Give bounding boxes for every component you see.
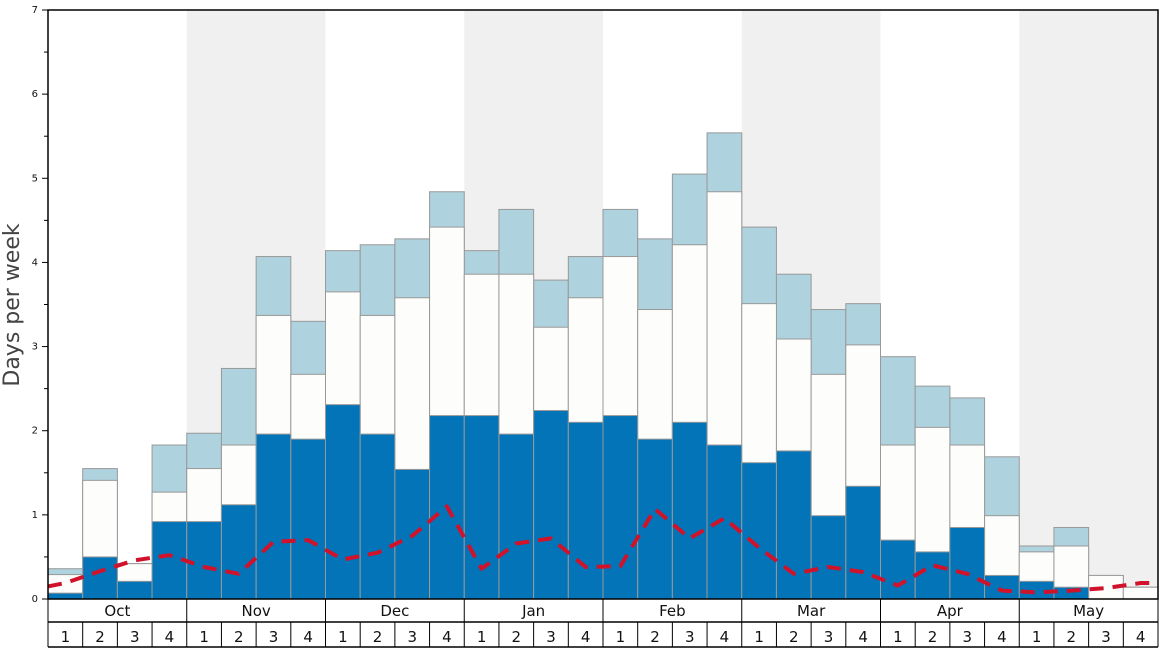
week-label: 3: [962, 628, 972, 646]
week-label: 2: [234, 628, 244, 646]
week-label: 1: [1032, 628, 1042, 646]
bar-low: [463, 415, 500, 600]
bar-low: [949, 526, 986, 600]
month-label: Nov: [241, 602, 270, 620]
week-label: 2: [789, 628, 799, 646]
bar-low: [637, 438, 673, 600]
x-axis: Oct Nov Dec Jan Feb Mar Apr May 1 2 3 4 1 2 3 4 1 2 3 4 1 2 3 4…: [47, 599, 1159, 648]
month-label: Mar: [797, 602, 826, 620]
week-label: 4: [1136, 628, 1146, 646]
week-label: 2: [95, 628, 105, 646]
week-label: 3: [407, 628, 417, 646]
bar-low: [533, 410, 569, 600]
week-label: 3: [269, 628, 279, 646]
week-label: 1: [477, 628, 487, 646]
bar-low: [880, 539, 916, 600]
week-label: 1: [338, 628, 348, 646]
bar-low: [845, 485, 881, 600]
week-label: 3: [546, 628, 556, 646]
week-label: 1: [61, 628, 71, 646]
bar-low: [47, 592, 84, 600]
bar-low: [290, 438, 326, 600]
bar-low: [255, 433, 292, 600]
y-tick-label: 5: [32, 173, 38, 184]
bar-low: [116, 580, 153, 600]
bar-low: [810, 515, 847, 600]
y-tick-label: 3: [32, 342, 38, 353]
bar-low: [984, 574, 1020, 600]
month-label: Oct: [104, 602, 130, 620]
bar-low: [706, 444, 743, 600]
trend-line-group: [47, 504, 1158, 595]
month-label: May: [1073, 602, 1104, 620]
week-label: 2: [373, 628, 383, 646]
month-label: Jan: [521, 602, 545, 620]
bar-low: [186, 521, 222, 600]
month-label: Feb: [659, 602, 686, 620]
plot-frame: [47, 9, 1159, 600]
bar-low: [325, 404, 361, 600]
week-label: 4: [720, 628, 730, 646]
week-label: 4: [303, 628, 313, 646]
month-band: [1019, 10, 1158, 599]
bar-low: [498, 433, 535, 600]
bar-low: [671, 421, 708, 600]
bar-low: [914, 551, 951, 600]
bar-stack-group: [47, 132, 1159, 600]
week-label: 4: [997, 628, 1007, 646]
y-tick-label: 4: [32, 257, 38, 268]
week-label: 2: [650, 628, 660, 646]
week-label: 2: [512, 628, 522, 646]
bar-low: [82, 556, 118, 600]
bar-low: [741, 462, 777, 600]
week-label: 4: [581, 628, 591, 646]
week-label: 1: [754, 628, 764, 646]
month-label: Dec: [380, 602, 409, 620]
week-label: 2: [928, 628, 938, 646]
bar-low: [775, 450, 812, 600]
bar-low: [359, 433, 396, 600]
y-axis-label: Days per week: [0, 223, 25, 386]
week-label: 4: [858, 628, 868, 646]
week-label: 4: [442, 628, 452, 646]
bar-low: [220, 504, 257, 600]
week-label: 3: [685, 628, 695, 646]
y-tick-label: 6: [32, 89, 38, 100]
y-axis: 0 1 2 3 4 5 6 7: [32, 5, 48, 605]
month-label: Apr: [937, 602, 964, 620]
week-label: 3: [130, 628, 140, 646]
week-label: 3: [1101, 628, 1111, 646]
week-label: 2: [1067, 628, 1077, 646]
y-tick-label: 0: [32, 594, 38, 605]
y-tick-label: 2: [32, 426, 38, 437]
y-tick-label: 1: [32, 510, 38, 521]
trend-line: [47, 504, 1158, 595]
week-label: 1: [893, 628, 903, 646]
bar-low: [602, 415, 639, 600]
week-label: 4: [165, 628, 175, 646]
bar-mid: [1122, 586, 1159, 600]
week-label: 1: [616, 628, 626, 646]
week-label: 3: [824, 628, 834, 646]
bar-low: [567, 421, 604, 600]
y-tick-label: 7: [32, 5, 38, 16]
week-label: 1: [199, 628, 209, 646]
